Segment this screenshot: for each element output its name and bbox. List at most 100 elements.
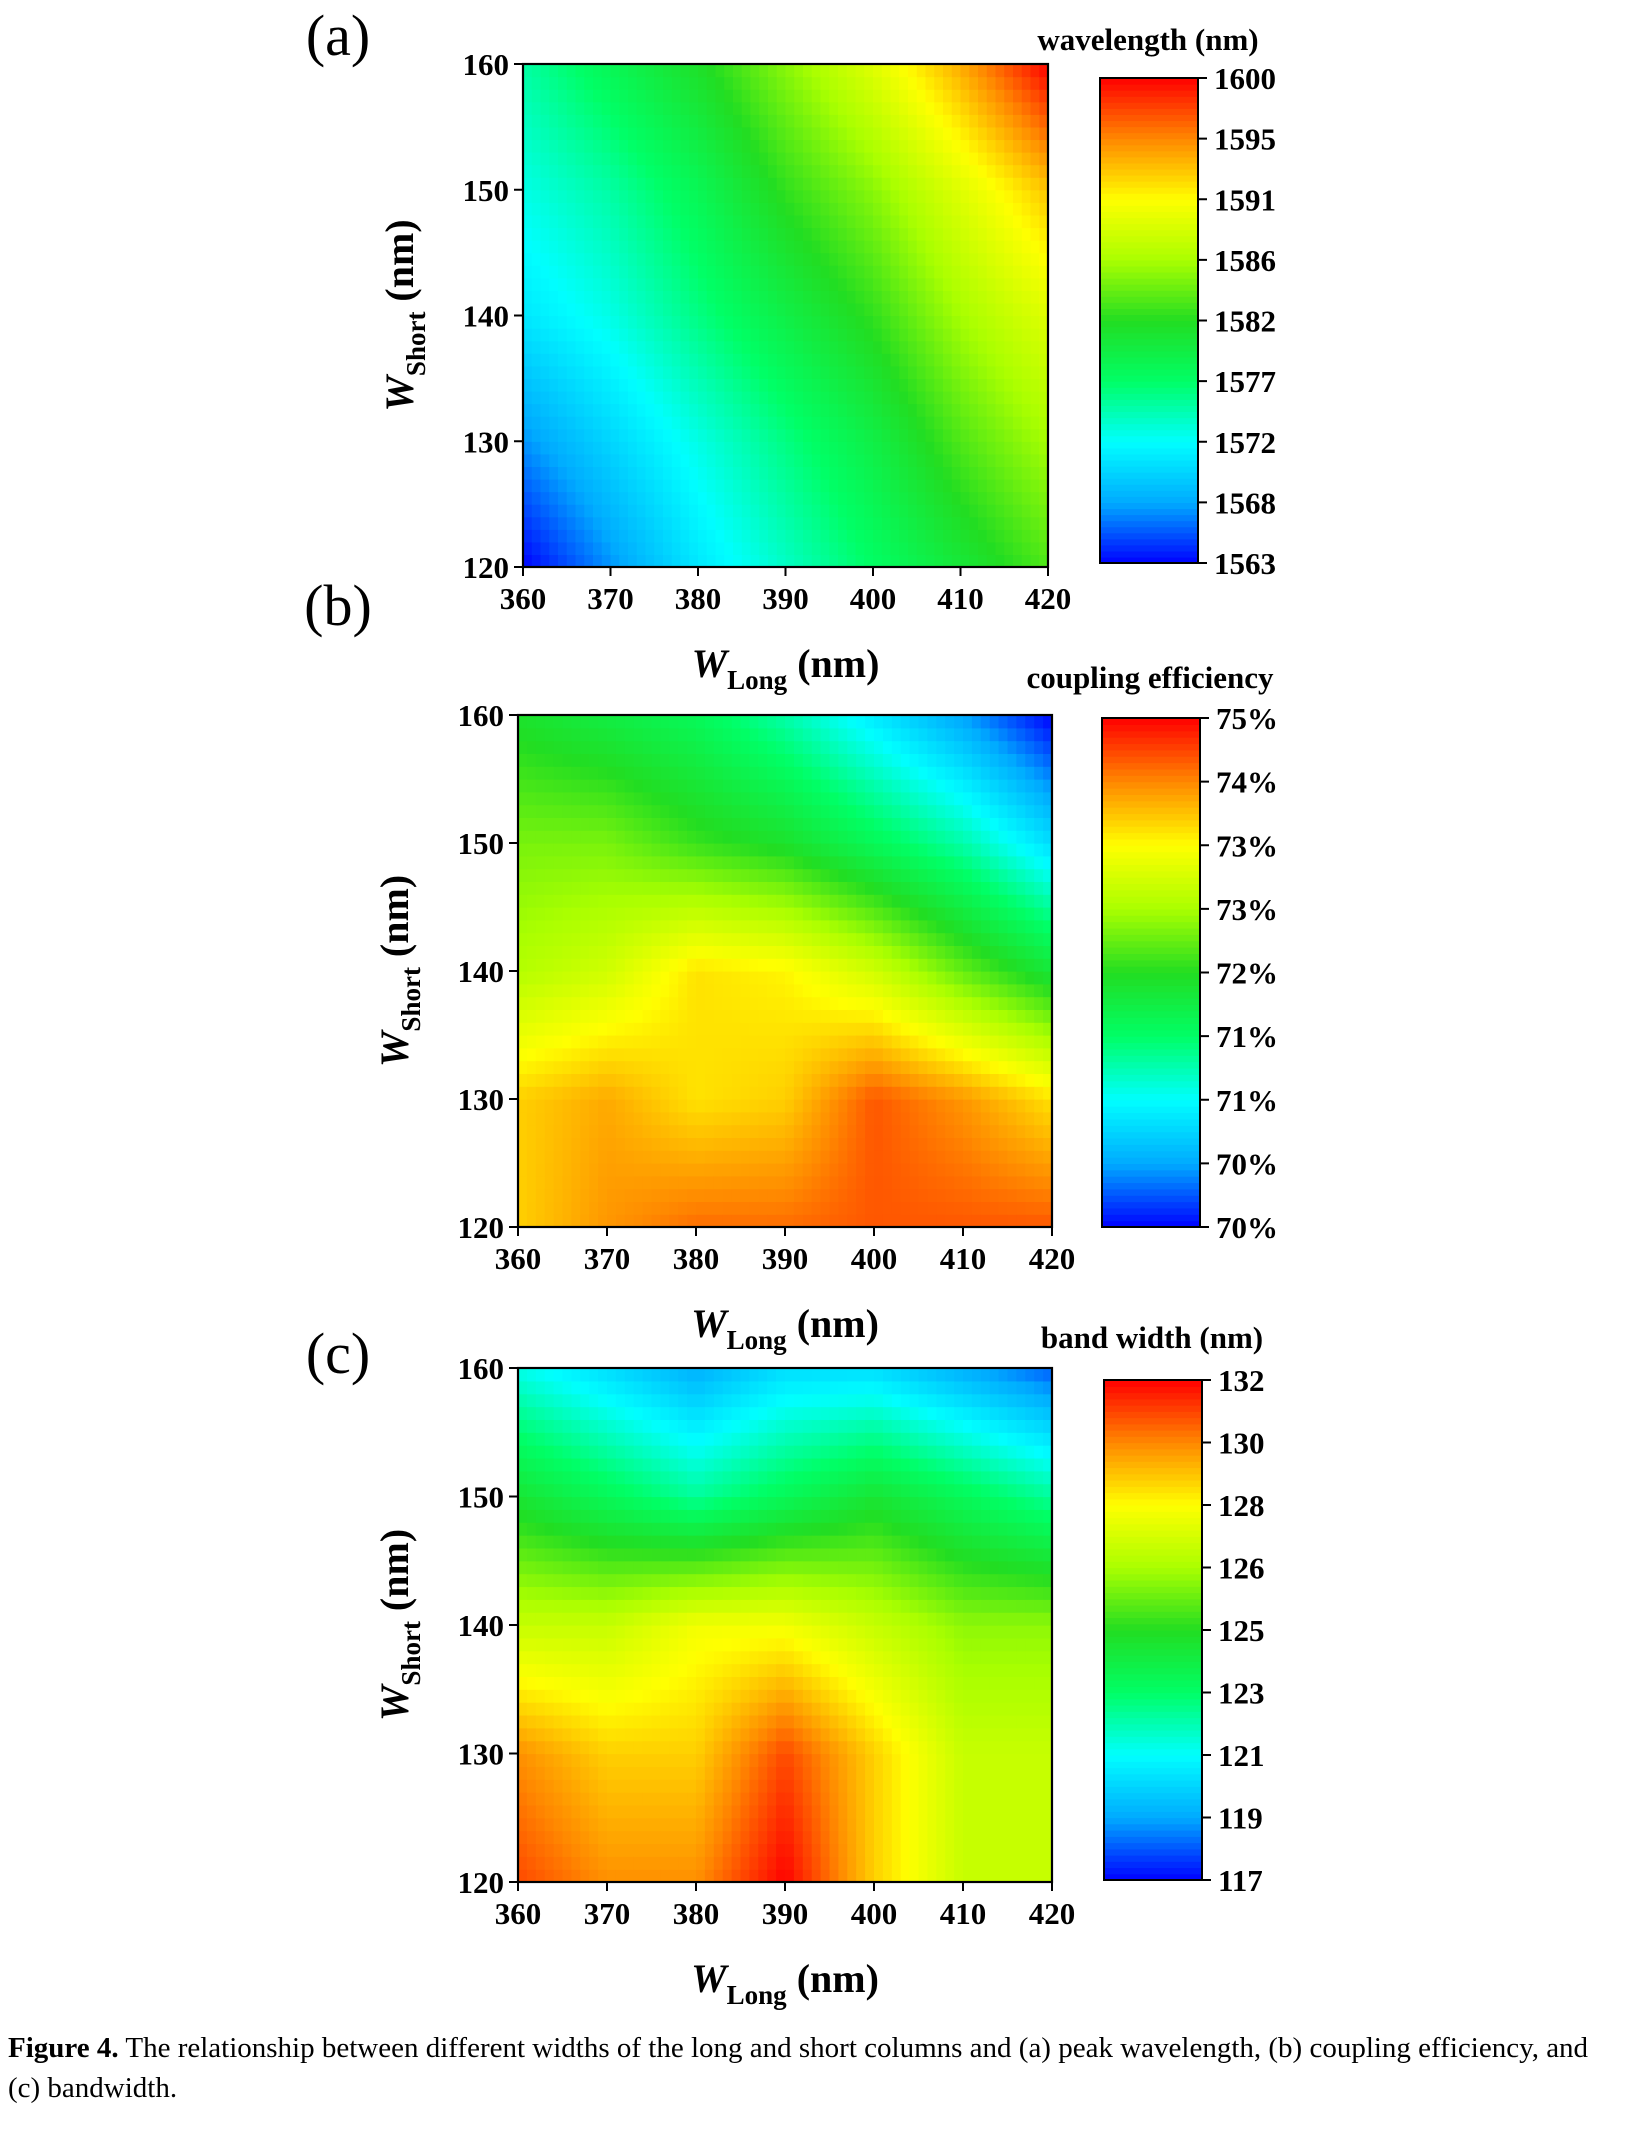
heatmap-cell [624,868,635,882]
heatmap-cell [575,202,585,216]
heatmap-cell [776,378,787,392]
heatmap-cell [680,164,690,178]
heatmap-cell [549,328,559,342]
heatmap-cell [978,189,988,203]
heatmap-cell [651,881,661,895]
heatmap-cell [713,945,724,959]
heatmap-cell [651,766,661,780]
heatmap-cell [936,779,946,793]
heatmap-cell [724,554,734,568]
heatmap-cell [980,830,991,844]
heatmap-cell [619,290,629,304]
heatmap-cell [741,202,752,216]
heatmap-cell [722,791,733,806]
heatmap-cell [544,791,555,806]
heatmap-cell [954,919,964,934]
heatmap-cell [687,1099,697,1113]
heatmap-cell [945,945,955,959]
heatmap-cell [927,1188,937,1202]
heatmap-cell [580,1163,590,1177]
heatmap-cell [881,328,892,342]
heatmap-cell [838,766,848,780]
heatmap-cell [610,453,620,467]
heatmap-cell [607,740,617,754]
heatmap-cell [890,89,900,103]
heatmap-cell [1043,996,1053,1010]
heatmap-cell [706,290,717,304]
heatmap-cell [873,516,883,530]
heatmap-cell [856,958,866,972]
heatmap-cell [829,64,839,78]
heatmap-cell [998,830,1009,844]
heatmap-cell [663,441,673,455]
heatmap-cell [865,1073,875,1087]
heatmap-cell [610,441,620,455]
heatmap-cell [776,340,787,354]
heatmap-cell [776,152,787,166]
heatmap-cell [549,227,559,241]
heatmap-cell [802,791,813,806]
heatmap-cell [607,907,617,921]
colorbar-band [1102,1023,1200,1031]
heatmap-cell [954,958,964,972]
heatmap-cell [580,996,590,1010]
heatmap-cell [523,541,533,556]
heatmap-cell [713,1163,724,1177]
heatmap-cell [951,126,962,141]
heatmap-cell [908,277,918,291]
heatmap-cell [918,1214,928,1228]
heatmap-cell [980,894,991,908]
heatmap-cell [741,516,752,530]
heatmap-cell [925,126,935,141]
heatmap-cell [535,727,546,742]
heatmap-cell [793,791,804,806]
heatmap-cell [820,1022,831,1036]
heatmap-cell [722,1150,733,1164]
heatmap-cell [601,541,612,556]
heatmap-cell [820,491,830,505]
heatmap-cell [820,1137,831,1151]
heatmap-cell [793,996,804,1010]
heatmap-cell [794,290,804,304]
heatmap-cell [610,252,620,266]
heatmap-cell [794,478,804,493]
heatmap-cell [724,491,734,505]
heatmap-cell [566,453,577,467]
heatmap-cell [544,945,555,959]
heatmap-cell [767,1111,777,1126]
heatmap-cell [624,932,635,946]
heatmap-cell [971,945,982,959]
heatmap-cell [1004,529,1014,543]
heatmap-cell [838,340,848,354]
heatmap-cell [986,554,997,568]
heatmap-cell [829,1188,839,1202]
heatmap-cell [724,202,734,216]
heatmap-cell [986,416,997,430]
heatmap-cell [1025,791,1035,806]
heatmap-cell [687,740,697,754]
heatmap-cell [615,932,626,946]
heatmap-cell [846,302,857,317]
heatmap-cell [696,766,706,780]
heatmap-cell [704,1086,715,1100]
heatmap-cell [874,907,884,921]
x-axis-title: WLong (nm) [692,641,880,695]
colorbar-band [1100,168,1198,176]
heatmap-cell [943,152,953,166]
heatmap-cell [1043,1047,1053,1062]
heatmap-cell [855,554,865,568]
y-tick-label: 130 [463,424,510,459]
heatmap-cell [918,1175,928,1190]
heatmap-cell [1025,779,1035,793]
heatmap-cell [838,1022,848,1036]
heatmap-cell [704,1099,715,1113]
heatmap-cell [549,240,559,254]
heatmap-cell [865,830,875,844]
heatmap-cell [713,1035,724,1049]
heatmap-cell [847,830,857,844]
colorbar-band [1102,1125,1200,1133]
heatmap-cell [794,441,804,455]
heatmap-cell [660,932,670,946]
colorbar-band [1100,369,1198,376]
heatmap-cell [689,177,699,191]
